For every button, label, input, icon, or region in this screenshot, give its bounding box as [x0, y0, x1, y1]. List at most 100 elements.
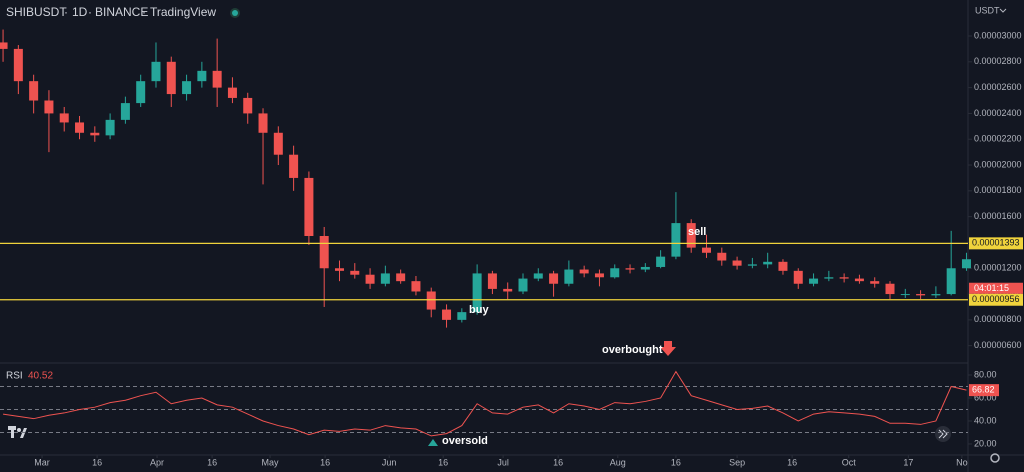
rsi-value: 40.52 [28, 371, 53, 382]
candle-body [29, 81, 39, 101]
candle-body [472, 273, 482, 313]
x-tick-label: 16 [438, 457, 448, 467]
x-tick-label: 16 [92, 457, 102, 467]
candle-body [610, 268, 620, 278]
candle-body [793, 270, 803, 284]
y-tick-label: 0.00001800 [974, 185, 1022, 195]
source: TradingView [150, 5, 216, 19]
candle-body [304, 177, 314, 236]
x-tick-label: 17 [903, 457, 913, 467]
y-tick-label: 0.00002600 [974, 82, 1022, 92]
candle-body [579, 269, 589, 274]
candle-body [212, 70, 222, 88]
candle-body [411, 281, 421, 292]
y-tick-label: 60.00 [974, 392, 997, 402]
candle-body [946, 268, 956, 295]
annotation-buy: buy [469, 304, 489, 316]
candle-body [640, 266, 650, 270]
y-tick-label: 0.00002200 [974, 134, 1022, 144]
candle-body [120, 103, 130, 120]
candle-body [227, 87, 237, 98]
x-tick-label: 16 [207, 457, 217, 467]
price-label-box [969, 293, 1023, 306]
currency[interactable]: USDT [975, 5, 1000, 15]
x-tick-label: May [262, 457, 280, 467]
candle-body [289, 154, 299, 178]
x-tick-label: 16 [320, 457, 330, 467]
candle-body [717, 252, 727, 261]
candle-body [151, 61, 161, 82]
x-tick-label: Oct [842, 457, 857, 467]
rsi-last-label: 66.82 [972, 385, 995, 395]
candle-body [0, 42, 8, 49]
countdown: 04:01:15 [974, 283, 1009, 293]
candle-body [625, 268, 635, 270]
candle-body [182, 81, 192, 95]
candle-body [197, 70, 207, 82]
x-tick-label: Jul [497, 457, 509, 467]
price-label-box [969, 237, 1023, 250]
candle-body [916, 294, 926, 296]
price-label: 0.00000956 [972, 294, 1020, 304]
sep: · [64, 5, 68, 19]
candle-body [809, 278, 819, 284]
y-tick-label: 40.00 [974, 415, 997, 425]
candle-body [442, 309, 452, 320]
price-label: 0.00001393 [972, 238, 1020, 248]
rsi-label-box [969, 384, 999, 397]
candle-body [487, 273, 497, 289]
sep: · [88, 5, 92, 19]
y-tick-label: 0.00001600 [974, 211, 1022, 221]
candle-body [594, 273, 604, 278]
settings[interactable] [990, 453, 1000, 463]
annotation-overbought: overbought [602, 344, 663, 356]
candle-body [334, 268, 344, 271]
scroll-icon [938, 429, 948, 439]
candle-body [533, 273, 543, 279]
x-tick-label: Mar [34, 457, 50, 467]
y-tick-label: 0.00001200 [974, 263, 1022, 273]
candle-body [656, 256, 666, 267]
interval: 1D [72, 5, 88, 19]
candle-body [319, 236, 329, 269]
annotation-oversold: oversold [442, 435, 488, 447]
x-tick-label: Apr [150, 457, 164, 467]
y-tick-label: 0.00000600 [974, 340, 1022, 350]
candle-body [136, 81, 146, 104]
candle-body [778, 261, 788, 271]
x-tick-label: Sep [729, 457, 745, 467]
symbol: SHIBUSDT [6, 5, 67, 19]
y-tick-label: 80.00 [974, 369, 997, 379]
countdown-box [969, 282, 1023, 294]
x-tick-label: 16 [671, 457, 681, 467]
candle-body [900, 294, 910, 296]
candle-body [396, 273, 406, 282]
candle-body [380, 273, 390, 284]
annotation-sell: sell [688, 226, 706, 238]
candle-body [350, 270, 360, 275]
candle-body [243, 97, 253, 114]
y-tick-label: 20.00 [974, 438, 997, 448]
candle-body [732, 260, 742, 266]
candle-body [702, 247, 712, 253]
y-tick-label: 0.00000800 [974, 314, 1022, 324]
candle-body [671, 223, 681, 257]
candle-body [75, 122, 85, 133]
candle-body [426, 291, 436, 310]
tv-logo [8, 426, 27, 438]
x-tick-label: Jun [382, 457, 397, 467]
candle-body [854, 278, 864, 282]
rsi-name: RSI [6, 371, 23, 382]
candle-body [457, 312, 467, 320]
candle-body [503, 288, 513, 292]
candle-body [258, 113, 268, 133]
candle-body [824, 277, 834, 279]
candle-body [105, 119, 115, 136]
candle-body [13, 48, 23, 82]
candle-body [763, 261, 773, 265]
candle-body [549, 273, 559, 284]
exchange: BINANCE [95, 5, 148, 19]
x-tick-label: Aug [610, 457, 626, 467]
